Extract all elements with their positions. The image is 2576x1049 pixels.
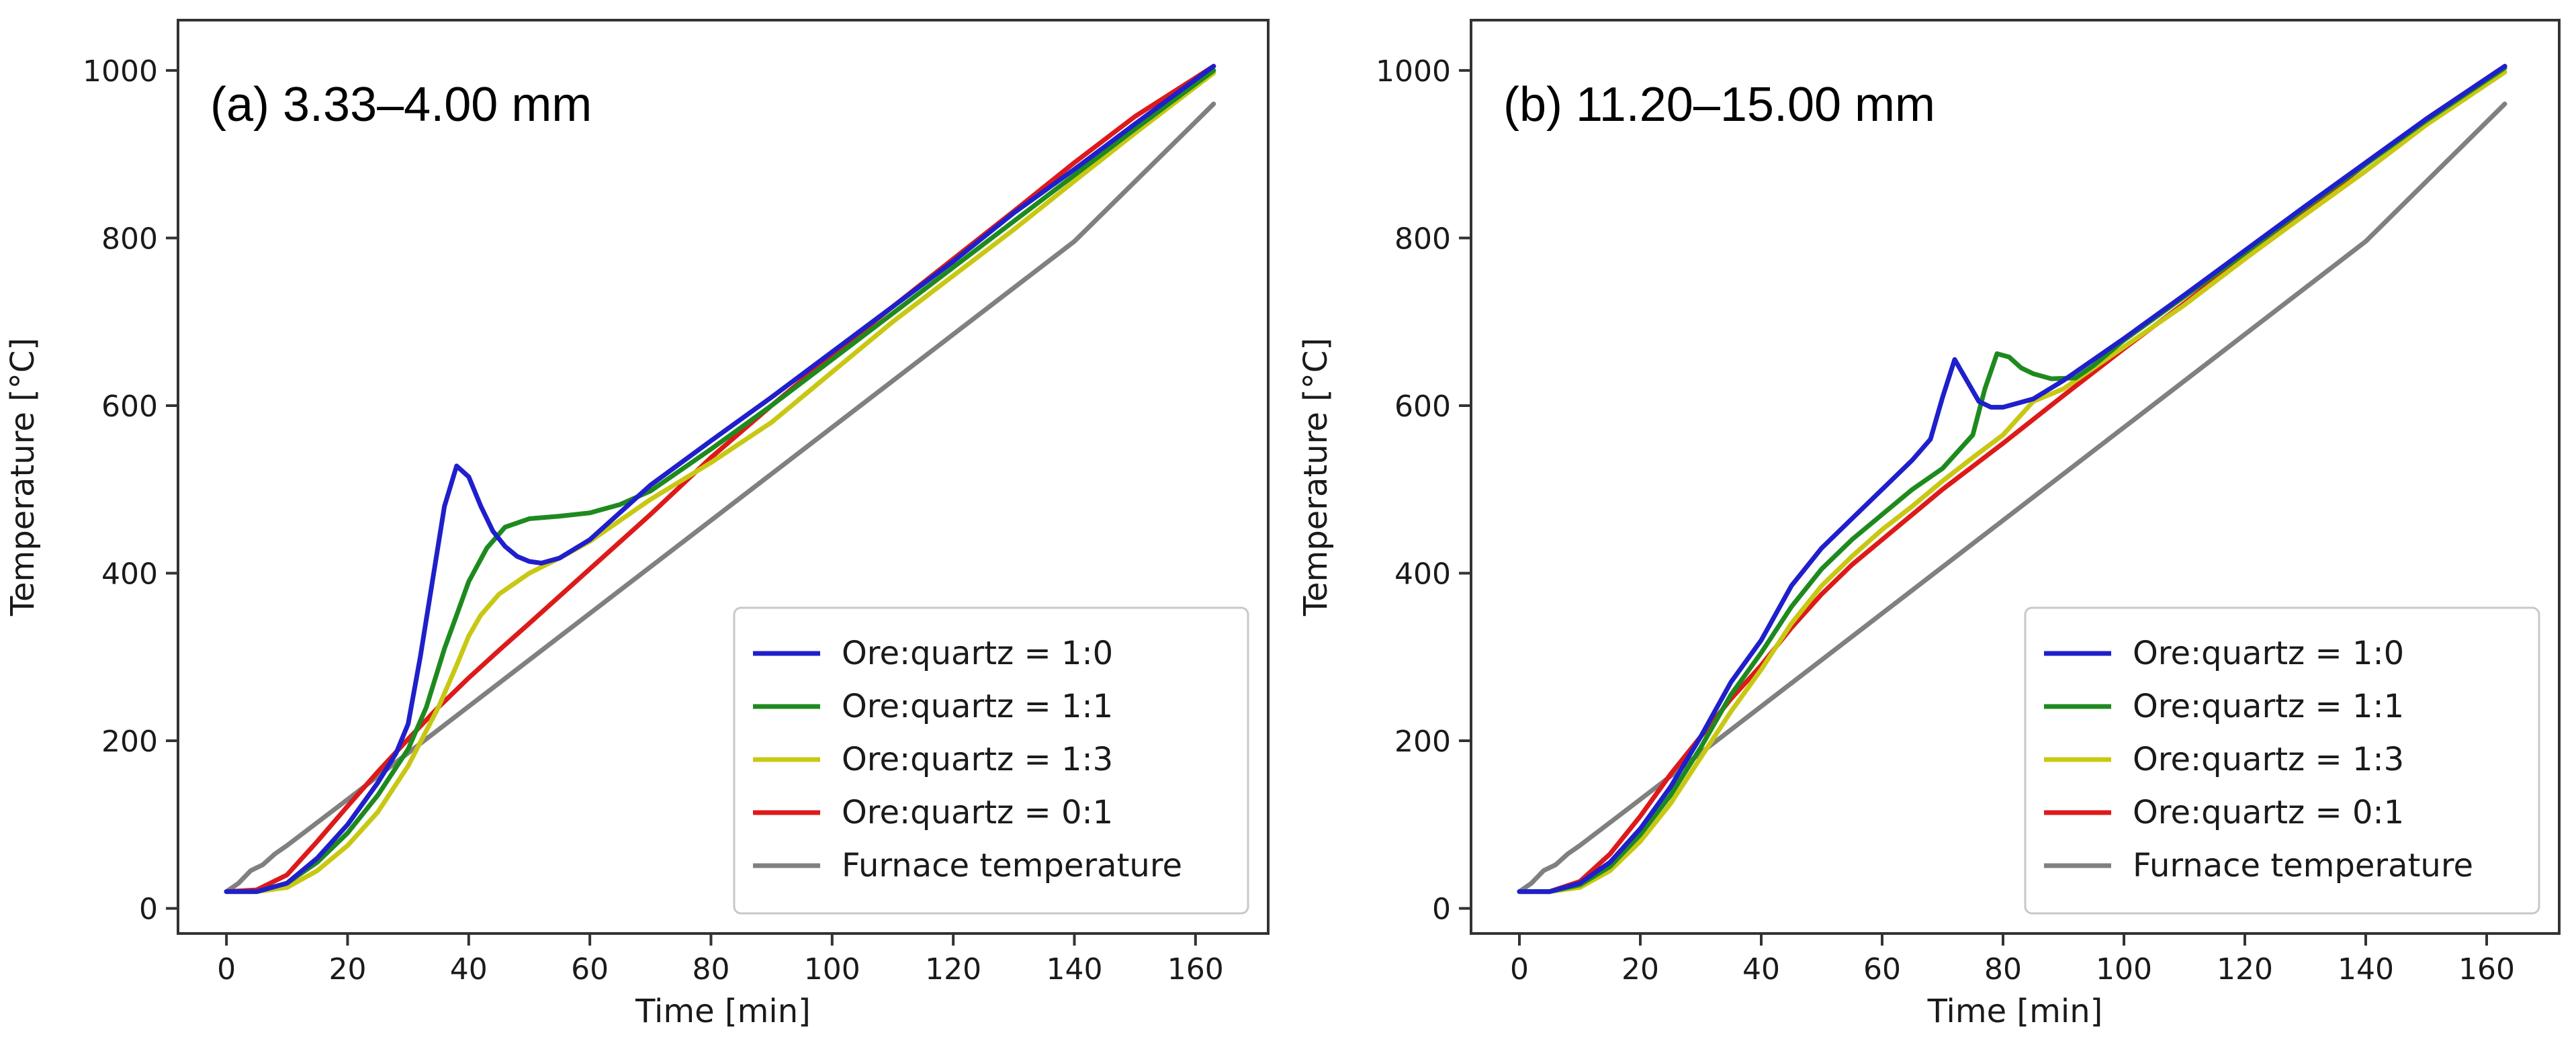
legend-label: Ore:quartz = 1:1 [2133,688,2404,725]
legend-label: Ore:quartz = 1:3 [2133,741,2404,778]
legend-label: Furnace temperature [2133,847,2473,884]
x-tick-label: 100 [2096,952,2152,987]
y-tick-label: 400 [101,557,158,591]
y-tick-label: 200 [101,725,158,759]
x-tick-label: 80 [692,952,729,987]
axes-frame [177,19,1270,935]
x-tick-label: 160 [1167,952,1224,987]
panel-title: (a) 3.33–4.00 mm [210,78,592,132]
legend-box [733,606,1249,915]
y-tick-label: 600 [101,390,158,424]
y-tick-label: 600 [1394,390,1451,424]
x-tick-label: 20 [328,952,366,987]
y-tick-label: 0 [1432,893,1451,927]
y-tick-label: 0 [139,893,158,927]
x-tick-label: 40 [450,952,488,987]
x-tick-label: 60 [571,952,609,987]
plot-area [224,64,1216,895]
legend-label: Furnace temperature [842,847,1182,884]
x-tick-label: 0 [217,952,236,987]
y-tick-label: 800 [1394,222,1451,256]
legend-label: Ore:quartz = 1:3 [842,741,1113,778]
plot-area [1517,64,2507,895]
x-tick-label: 120 [2217,952,2273,987]
x-tick-label: 100 [804,952,860,987]
series-line-ore-quartz-1-1 [224,68,1216,895]
x-tick-label: 140 [2338,952,2394,987]
y-tick-label: 800 [101,222,158,256]
series-line-ore-quartz-1-0 [224,64,1216,895]
x-tick-label: 0 [1510,952,1529,987]
x-tick-label: 160 [2458,952,2515,987]
x-tick-label: 120 [925,952,981,987]
x-tick-label: 140 [1046,952,1102,987]
x-tick-label: 60 [1863,952,1901,987]
legend-label: Ore:quartz = 0:1 [842,794,1113,831]
y-tick-label: 400 [1394,557,1451,591]
series-line-ore-quartz-1-3 [224,71,1216,895]
y-tick-label: 1000 [83,54,158,89]
series-line-ore-quartz-1-0 [1517,64,2507,895]
x-tick-label: 40 [1742,952,1780,987]
y-tick-label: 1000 [1376,54,1451,89]
x-axis-label: Time [min] [1927,993,2103,1030]
series-line-furnace-temperature [1517,101,2507,895]
y-axis-label: Temperature [°C] [4,338,42,617]
series-line-ore-quartz-1-3 [1517,69,2507,895]
y-tick-label: 200 [1394,725,1451,759]
panel-a: 0 20 40 60 80 100 120 140 160 0 200 400 600 800 1000 Ti… [4,19,1270,1030]
axes-frame [1470,19,2561,935]
x-tick-label: 80 [1984,952,2022,987]
x-axis-label: Time [min] [635,993,811,1030]
legend-label: Ore:quartz = 1:0 [842,635,1113,672]
legend-label: Ore:quartz = 1:1 [842,688,1113,725]
legend: Ore:quartz = 1:0 Ore:quartz = 1:1 Ore:quar… [733,606,1249,915]
panel-title: (b) 11.20–15.00 mm [1503,78,1935,132]
legend: Ore:quartz = 1:0 Ore:quartz = 1:1 Ore:quar… [2024,606,2540,915]
y-axis-label: Temperature [°C] [1297,338,1335,617]
x-tick-label: 20 [1622,952,1659,987]
panel-b: 0 20 40 60 80 100 120 140 160 0 200 400 600 800 1000 Ti… [1297,19,2561,1030]
legend-label: Ore:quartz = 0:1 [2133,794,2404,831]
legend-box [2024,606,2540,915]
legend-label: Ore:quartz = 1:0 [2133,635,2404,672]
